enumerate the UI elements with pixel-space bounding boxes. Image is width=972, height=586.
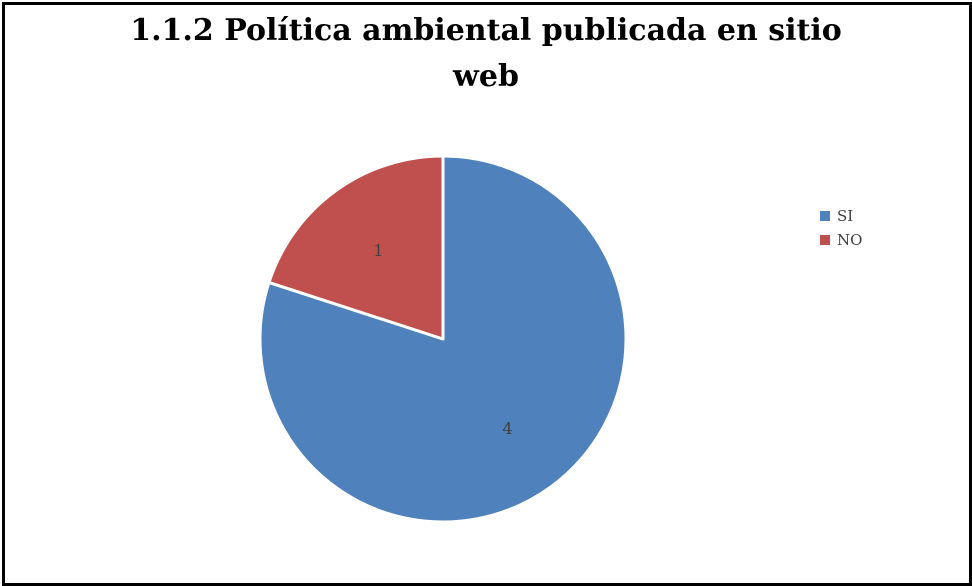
pie-slices [258, 154, 628, 524]
chart-title-line-1: 1.1.2 Política ambiental publicada en si… [130, 13, 842, 48]
legend-swatch-no [820, 235, 830, 245]
pie-data-label-no: 1 [373, 241, 383, 260]
pie-slice-no [267, 154, 445, 341]
legend-swatch-si [820, 211, 830, 221]
legend-label-no: NO [837, 231, 863, 249]
pie-data-label-si: 4 [502, 419, 512, 438]
chart-title: 1.1.2 Política ambiental publicada en si… [0, 8, 972, 100]
legend-item-si: SI [820, 204, 862, 228]
chart-title-line-2: web [453, 59, 519, 94]
legend-label-si: SI [837, 207, 854, 225]
legend-item-no: NO [820, 228, 862, 252]
legend: SI NO [820, 204, 862, 252]
pie-slice-si [258, 154, 628, 524]
pie-data-labels: 41 [373, 241, 512, 438]
